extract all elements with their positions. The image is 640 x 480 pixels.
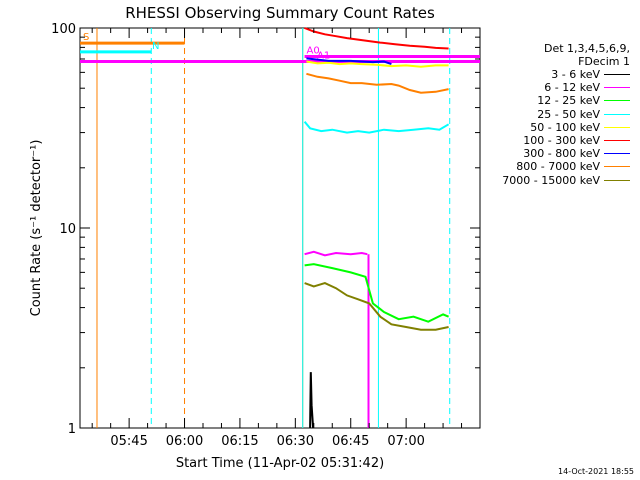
legend-entry-label: 6 - 12 keV: [544, 81, 600, 95]
plot-area: SNA1A011010005:4506:0006:1506:3006:4507:…: [51, 22, 481, 449]
legend-entry: 6 - 12 keV: [480, 81, 630, 94]
legend-header-line-1: Det 1,3,4,5,6,9,: [543, 42, 630, 55]
series-line-0-0: [309, 372, 315, 429]
x-tick-label: 06:15: [221, 434, 258, 449]
generation-timestamp: 14-Oct-2021 18:55: [558, 467, 634, 476]
x-tick-label: 06:45: [332, 434, 369, 449]
state-label-n: N: [152, 41, 159, 52]
y-tick-label: 100: [51, 22, 76, 37]
legend-entry: 300 - 800 keV: [480, 147, 630, 160]
legend-entry-label: 3 - 6 keV: [551, 68, 600, 82]
series-line-6-0: [306, 57, 392, 66]
legend-entry: 25 - 50 keV: [480, 108, 630, 121]
series-line-5-0: [304, 27, 449, 50]
legend-entry-label: 50 - 100 keV: [530, 120, 600, 134]
legend-entry-swatch: [604, 166, 630, 168]
legend-entry: 7000 - 15000 keV: [480, 174, 630, 187]
x-tick-label: 06:30: [277, 434, 314, 449]
legend-entry-swatch: [604, 140, 630, 142]
legend: Det 1,3,4,5,6,9, FDecim 1 3 - 6 keV 6 - 1…: [480, 42, 630, 187]
x-axis-label: Start Time (11-Apr-02 05:31:42): [176, 456, 384, 471]
series-line-3-0: [303, 121, 450, 134]
state-label-a0: A0: [307, 46, 320, 57]
legend-entry-label: 7000 - 15000 keV: [502, 173, 600, 187]
legend-entry-label: 300 - 800 keV: [523, 147, 600, 161]
series-line-2-0: [304, 263, 449, 323]
series-line-1-0: [304, 250, 368, 257]
y-tick-label: 10: [59, 222, 76, 237]
legend-entry: 12 - 25 keV: [480, 94, 630, 107]
y-axis-label: Count Rate (s⁻¹ detector⁻¹): [29, 140, 44, 317]
legend-entry-swatch: [604, 179, 630, 181]
legend-entry-swatch: [604, 153, 630, 155]
chart-title: RHESSI Observing Summary Count Rates: [125, 4, 435, 22]
series-line-7-0: [306, 72, 449, 94]
legend-entry-swatch: [604, 100, 630, 102]
legend-entry-swatch: [604, 126, 630, 128]
legend-entry: 50 - 100 keV: [480, 121, 630, 134]
series-line-4-0: [306, 60, 449, 68]
plot-frame: [79, 27, 481, 429]
legend-entry-swatch: [604, 113, 630, 115]
y-tick-label: 1: [68, 422, 76, 437]
legend-entry: 800 - 7000 keV: [480, 160, 630, 173]
legend-entry-label: 800 - 7000 keV: [516, 160, 600, 174]
legend-entry-label: 100 - 300 keV: [523, 134, 600, 148]
legend-entries: 3 - 6 keV 6 - 12 keV 12 - 25 keV 25 - 50 ke…: [480, 68, 630, 187]
legend-header-line-2: FDecim 1: [578, 55, 630, 68]
legend-entry: 100 - 300 keV: [480, 134, 630, 147]
x-tick-label: 07:00: [387, 434, 424, 449]
state-label-s: S: [83, 32, 89, 43]
legend-entry-swatch: [604, 74, 630, 76]
x-tick-label: 06:00: [166, 434, 203, 449]
x-tick-label: 05:45: [110, 434, 147, 449]
legend-entry: 3 - 6 keV: [480, 68, 630, 81]
series-line-8-0: [304, 282, 449, 331]
legend-entry-label: 12 - 25 keV: [537, 94, 600, 108]
legend-entry-label: 25 - 50 keV: [537, 107, 600, 121]
legend-entry-swatch: [604, 87, 630, 89]
